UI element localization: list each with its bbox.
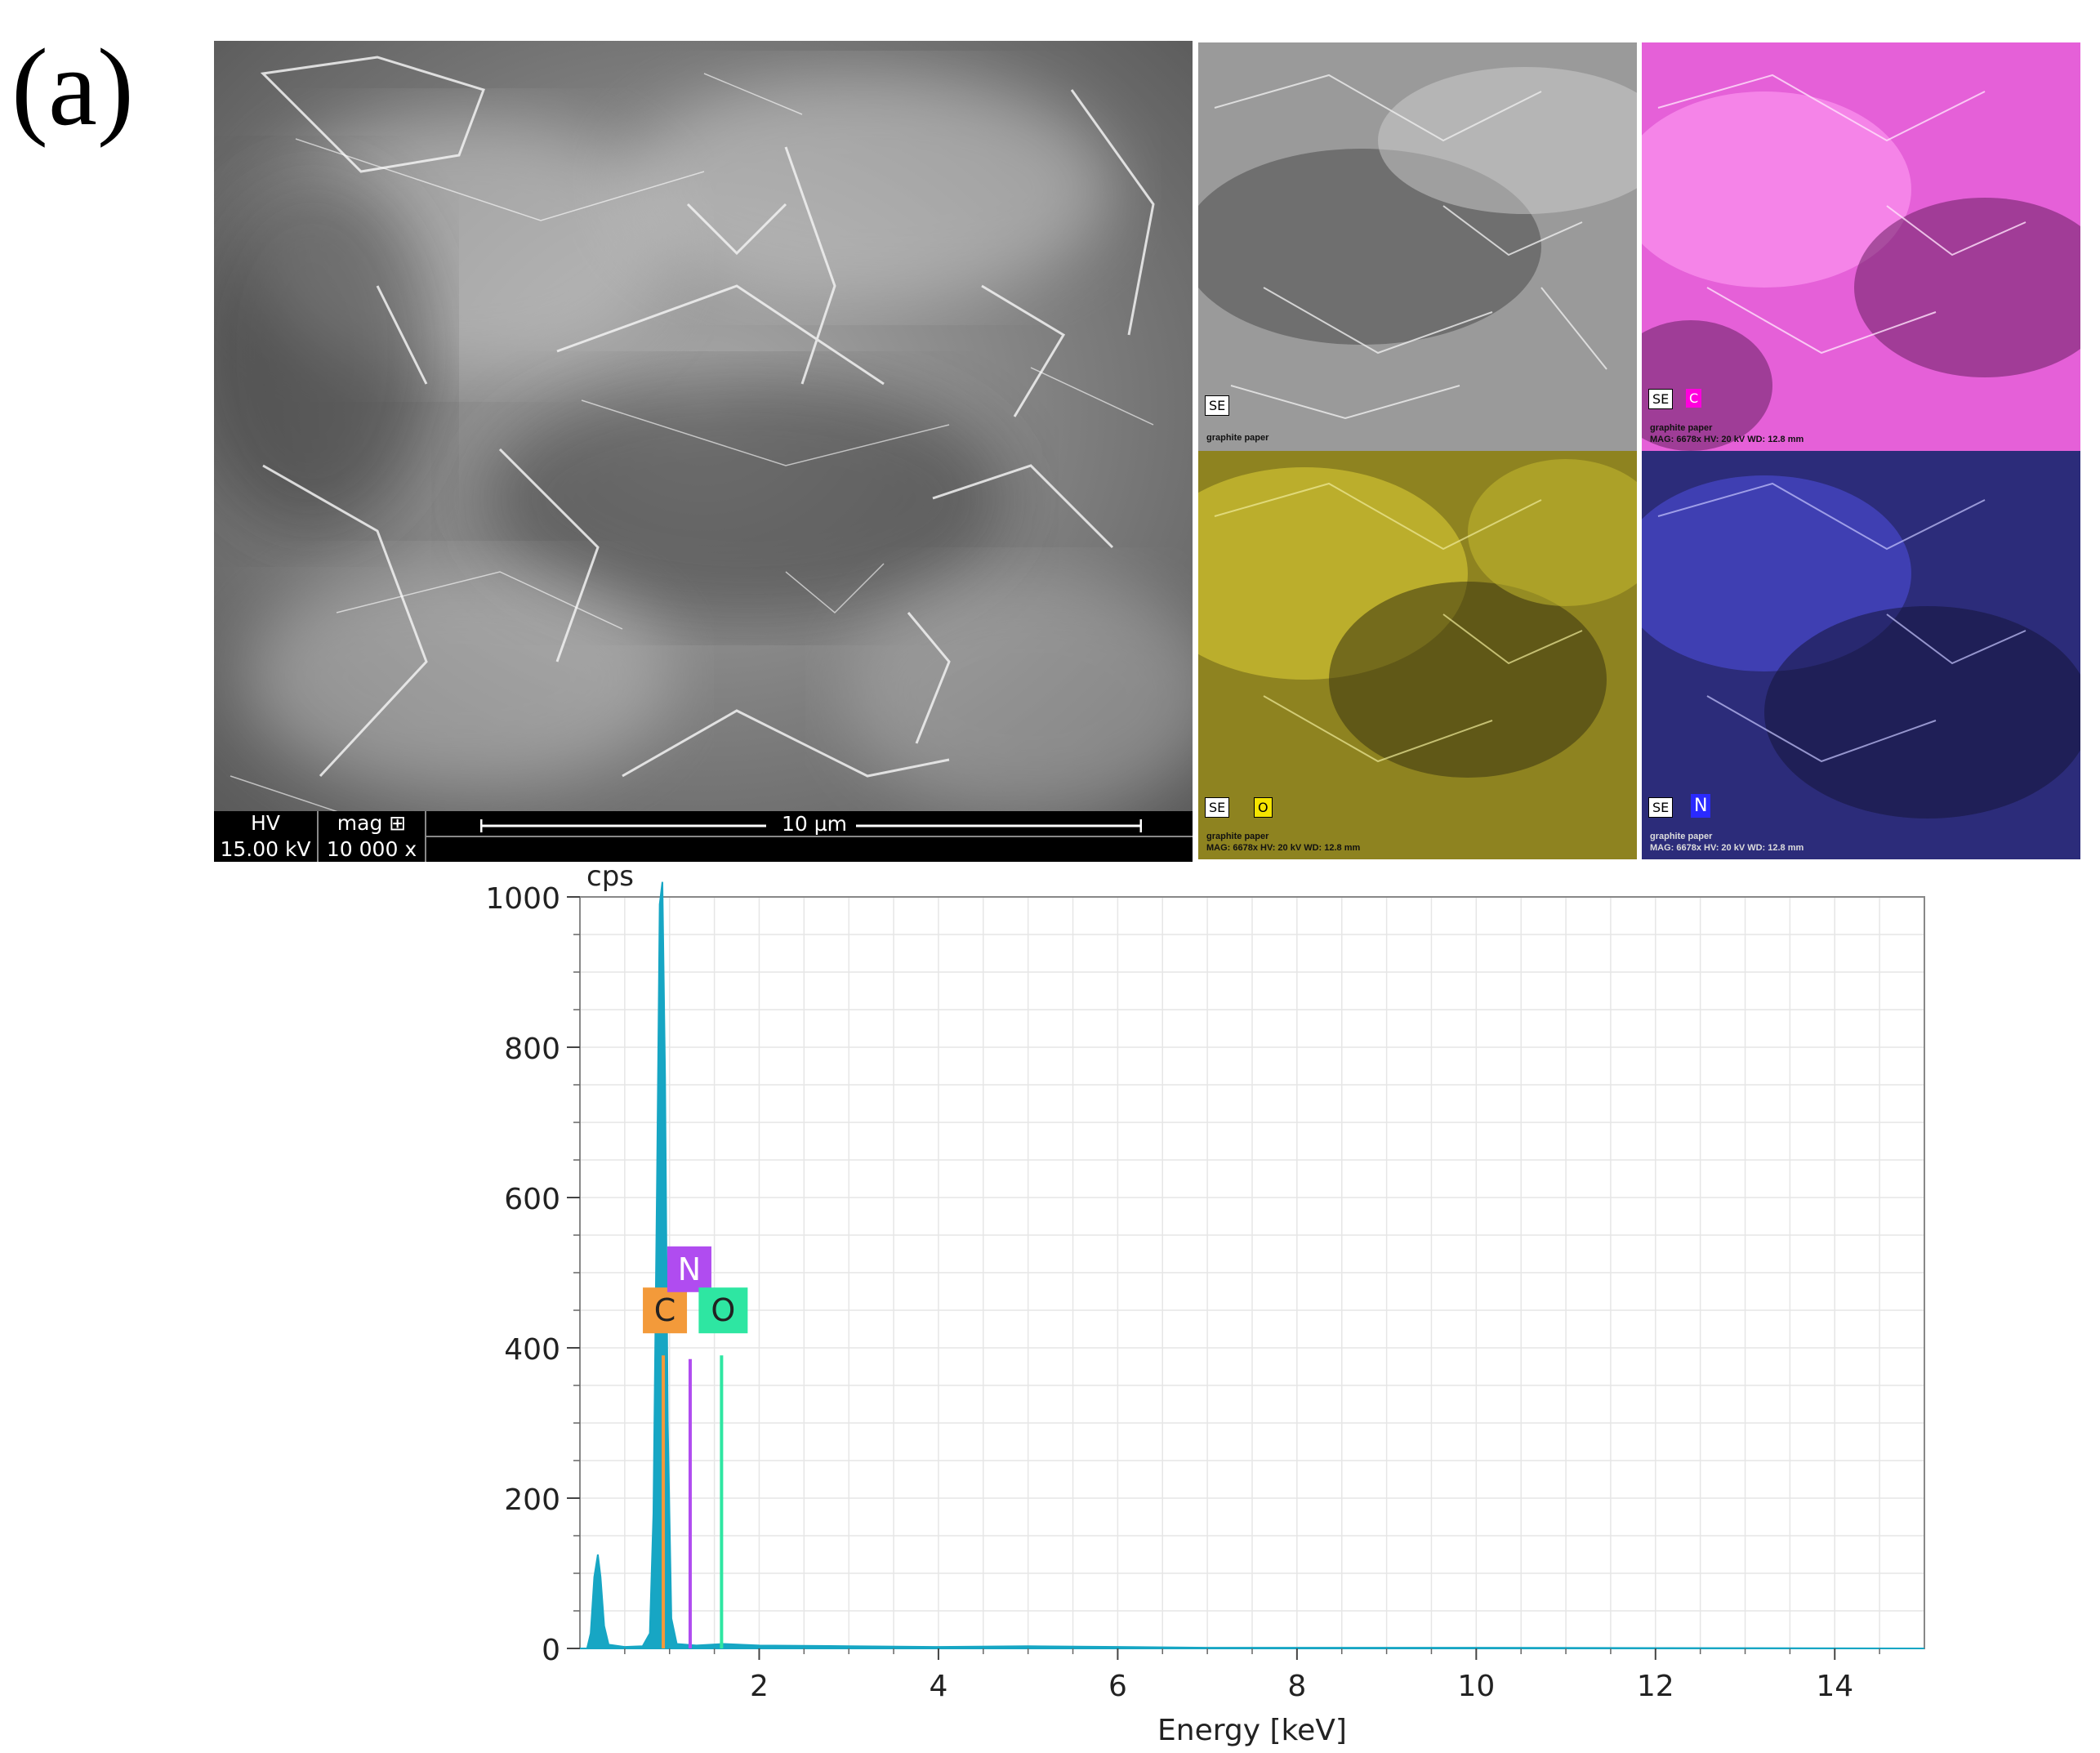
element-label-o: O (711, 1292, 735, 1328)
spectrum-area (580, 881, 1925, 1649)
se-tag: SE (1205, 395, 1230, 416)
hv-cell: HV 15.00 kV (214, 811, 319, 862)
mag-value: 10 000 x (326, 837, 417, 861)
y-tick-label: 400 (504, 1333, 560, 1367)
eds-map-n: SE N graphite paper MAG: 6678x HV: 20 kV… (1642, 451, 2080, 859)
x-tick-label: 14 (1816, 1670, 1853, 1703)
tile-caption-params: MAG: 6678x HV: 20 kV WD: 12.8 mm (1650, 843, 1804, 853)
se-tag: SE (1648, 389, 1674, 409)
y-tick-label: 200 (504, 1483, 560, 1517)
y-tick-label: 0 (542, 1634, 560, 1667)
element-label-box-o (698, 1287, 748, 1334)
sem-info-bar: HV 15.00 kV mag ⊞ 10 000 x 10 µm (214, 811, 1193, 862)
element-label-c: C (654, 1292, 676, 1328)
element-label-n: N (678, 1251, 701, 1287)
se-tag: SE (1205, 797, 1230, 818)
x-tick-label: 10 (1457, 1670, 1495, 1703)
x-tick-label: 12 (1637, 1670, 1674, 1703)
y-axis-label: cps (586, 860, 634, 893)
y-tick-label: 600 (504, 1183, 560, 1216)
grid-icon: ⊞ (389, 811, 407, 835)
se-tag: SE (1648, 797, 1674, 818)
panel-label: (a) (11, 27, 134, 149)
x-axis-label: Energy [keV] (1157, 1714, 1347, 1747)
mag-label-text: mag (337, 811, 383, 835)
tile-caption-params: MAG: 6678x HV: 20 kV WD: 12.8 mm (1206, 843, 1361, 853)
x-tick-label: 2 (750, 1670, 769, 1703)
tile-caption: graphite paper (1206, 832, 1269, 841)
y-tick-label: 1000 (485, 882, 560, 916)
x-tick-label: 4 (929, 1670, 947, 1703)
tile-caption: graphite paper (1206, 433, 1269, 443)
sem-micrograph (214, 41, 1193, 862)
eds-map-c: SE C graphite paper MAG: 6678x HV: 20 kV… (1642, 42, 2080, 451)
o-element-tag: O (1254, 797, 1273, 818)
hv-value: 15.00 kV (220, 837, 311, 861)
scale-label: 10 µm (781, 812, 848, 836)
mag-label: mag ⊞ (319, 811, 425, 835)
x-tick-label: 6 (1108, 1670, 1127, 1703)
tile-caption: graphite paper (1650, 832, 1713, 841)
info-divider (426, 836, 1193, 837)
scale-bar (480, 819, 1142, 832)
element-label-box-c (643, 1287, 688, 1334)
eds-map-o: SE O graphite paper MAG: 6678x HV: 20 kV… (1198, 451, 1637, 859)
element-label-box-n (667, 1246, 711, 1292)
mag-cell: mag ⊞ 10 000 x (319, 811, 426, 862)
sem-texture (214, 41, 1193, 862)
tile-caption: graphite paper (1650, 423, 1713, 433)
n-element-tag: N (1691, 794, 1711, 818)
x-tick-label: 8 (1287, 1670, 1306, 1703)
eds-map-se: SE graphite paper (1198, 42, 1637, 451)
plot-frame (579, 896, 1925, 1649)
y-tick-label: 800 (504, 1033, 560, 1066)
c-element-tag: C (1686, 389, 1702, 408)
hv-label: HV (251, 811, 280, 835)
tile-caption-params: MAG: 6678x HV: 20 kV WD: 12.8 mm (1650, 435, 1804, 444)
